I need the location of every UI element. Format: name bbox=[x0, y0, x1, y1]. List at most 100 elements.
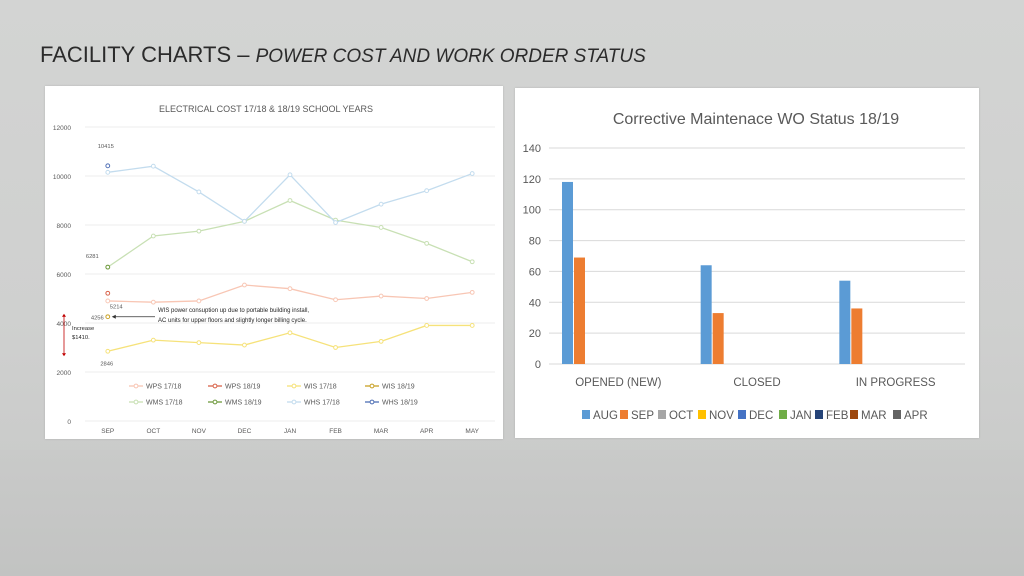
bar bbox=[712, 313, 724, 364]
legend-label: WHS 17/18 bbox=[304, 400, 340, 407]
data-point bbox=[333, 297, 338, 303]
data-label: 2846 bbox=[100, 361, 113, 367]
bar bbox=[851, 308, 863, 364]
bar bbox=[562, 181, 573, 364]
legend-swatch-marker bbox=[212, 399, 218, 405]
data-point bbox=[333, 345, 338, 350]
legend-label: WHS 18/19 bbox=[382, 400, 418, 407]
data-point bbox=[196, 228, 202, 234]
legend-swatch-marker bbox=[369, 399, 375, 405]
y-tick-label: 140 bbox=[523, 143, 541, 155]
legend-label: DEC bbox=[749, 410, 773, 422]
legend-label: WPS 18/19 bbox=[225, 384, 261, 391]
x-tick-label: OPENED (NEW) bbox=[575, 377, 661, 389]
y-tick-label: 6000 bbox=[57, 272, 72, 279]
data-point bbox=[287, 286, 293, 292]
data-point bbox=[105, 298, 111, 304]
x-tick-label: DEC bbox=[238, 428, 252, 435]
data-label: 10415 bbox=[98, 144, 114, 150]
data-label: 6281 bbox=[86, 254, 99, 260]
legend-swatch-marker bbox=[369, 383, 375, 389]
data-point bbox=[150, 233, 156, 239]
legend-label: WIS 18/19 bbox=[382, 384, 415, 391]
increase-arrowhead-up bbox=[62, 313, 66, 317]
slide-title-main: FACILITY CHARTS – bbox=[40, 42, 256, 67]
data-point bbox=[287, 198, 293, 203]
data-point bbox=[150, 163, 156, 169]
legend-label: NOV bbox=[709, 410, 734, 422]
y-tick-label: 80 bbox=[529, 236, 541, 248]
y-tick-label: 12000 bbox=[53, 125, 71, 132]
data-point bbox=[150, 337, 156, 343]
data-point bbox=[105, 169, 111, 175]
data-point bbox=[469, 289, 475, 295]
work-order-chart-panel: Corrective Maintenace WO Status 18/19 0 20… bbox=[515, 88, 979, 438]
x-tick-label: CLOSED bbox=[733, 377, 780, 389]
legend-label: APR bbox=[904, 410, 928, 422]
annotation-text: AC units for upper floors and slightly l… bbox=[158, 318, 307, 324]
bar bbox=[574, 257, 585, 364]
data-point bbox=[378, 338, 384, 344]
increase-text: Increase bbox=[72, 326, 94, 332]
data-label: 4256 bbox=[91, 316, 104, 322]
data-point bbox=[469, 323, 475, 328]
data-point bbox=[424, 323, 430, 328]
data-point bbox=[105, 290, 111, 296]
y-tick-label: 0 bbox=[67, 419, 71, 426]
annotation-arrowhead bbox=[111, 314, 116, 319]
bar bbox=[700, 265, 712, 364]
y-tick-label: 2000 bbox=[57, 370, 72, 377]
data-point bbox=[150, 299, 156, 305]
legend-swatch-marker bbox=[291, 399, 297, 405]
data-point bbox=[424, 188, 430, 194]
y-tick-label: 40 bbox=[529, 297, 541, 309]
data-point bbox=[424, 296, 430, 301]
y-tick-label: 0 bbox=[535, 359, 541, 371]
legend-label: WIS 17/18 bbox=[304, 384, 337, 391]
legend-label: SEP bbox=[631, 410, 654, 422]
x-tick-label: FEB bbox=[329, 428, 342, 435]
legend-swatch bbox=[815, 410, 823, 419]
legend-label: MAR bbox=[861, 410, 887, 422]
data-point bbox=[105, 264, 111, 270]
data-point bbox=[196, 189, 202, 195]
legend-swatch-marker bbox=[212, 383, 218, 389]
x-tick-label: JAN bbox=[284, 428, 297, 435]
x-tick-label: NOV bbox=[192, 428, 207, 435]
y-tick-label: 60 bbox=[529, 266, 541, 278]
data-point bbox=[378, 225, 384, 230]
x-tick-label: IN PROGRESS bbox=[856, 377, 936, 389]
annotation-text: WIS power consuption up due to portable … bbox=[158, 308, 309, 314]
data-point bbox=[242, 282, 247, 288]
legend-label: JAN bbox=[790, 410, 812, 422]
legend-label: OCT bbox=[669, 410, 693, 422]
data-point bbox=[105, 314, 111, 320]
legend-swatch-marker bbox=[291, 383, 297, 389]
legend-swatch-marker bbox=[133, 383, 139, 389]
data-point bbox=[242, 342, 247, 348]
legend-swatch bbox=[658, 410, 666, 419]
data-point bbox=[424, 240, 430, 246]
legend-swatch bbox=[738, 410, 746, 419]
increase-text: $1410. bbox=[72, 335, 90, 341]
legend-swatch bbox=[850, 410, 858, 419]
chart-title: Corrective Maintenace WO Status 18/19 bbox=[613, 111, 899, 128]
chart-title: ELECTRICAL COST 17/18 & 18/19 SCHOOL YEA… bbox=[159, 104, 373, 114]
x-tick-label: MAY bbox=[465, 428, 479, 435]
y-tick-label: 20 bbox=[529, 328, 541, 340]
legend-label: AUG bbox=[593, 410, 618, 422]
legend-swatch bbox=[698, 410, 706, 419]
legend-label: WPS 17/18 bbox=[146, 384, 182, 391]
legend-swatch bbox=[893, 410, 901, 419]
data-point bbox=[469, 259, 475, 265]
y-tick-label: 100 bbox=[523, 205, 541, 217]
slide-title-sub: POWER COST AND WORK ORDER STATUS bbox=[255, 46, 646, 67]
x-tick-label: OCT bbox=[146, 428, 160, 435]
work-order-chart: Corrective Maintenace WO Status 18/19 0 20… bbox=[523, 111, 965, 422]
data-point bbox=[469, 171, 475, 176]
electrical-cost-chart: ELECTRICAL COST 17/18 & 18/19 SCHOOL YEA… bbox=[53, 104, 495, 435]
data-point bbox=[242, 218, 247, 224]
increase-arrowhead-down bbox=[62, 353, 66, 357]
x-tick-label: SEP bbox=[101, 428, 114, 435]
data-point bbox=[378, 293, 384, 299]
